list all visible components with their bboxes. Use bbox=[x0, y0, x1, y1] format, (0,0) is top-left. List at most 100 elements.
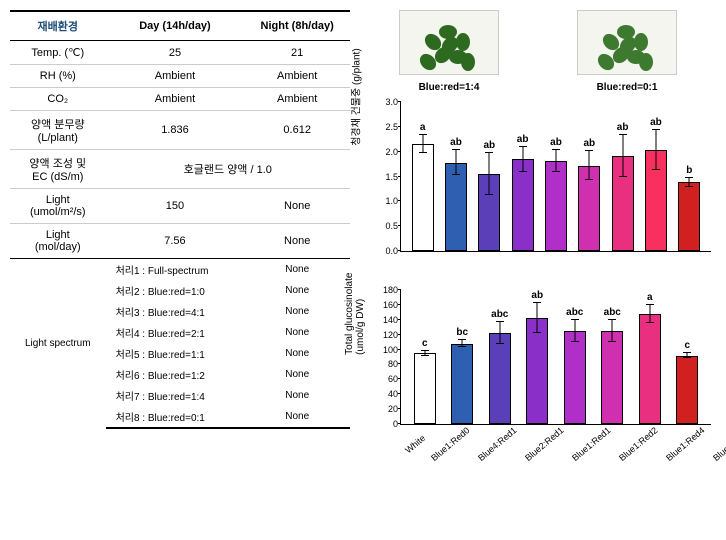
ytick: 160 bbox=[383, 300, 401, 310]
sig-label: ab bbox=[517, 134, 529, 145]
spectrum-treatment: 처리2 : Blue:red=1:0 bbox=[106, 280, 245, 301]
bar bbox=[414, 353, 436, 424]
bar-wrap: ab bbox=[539, 102, 572, 251]
photo-label-1: Blue:red=1:4 bbox=[419, 82, 480, 93]
spectrum-night: None bbox=[244, 343, 350, 364]
table-row: Light (umol/m²/s)150None bbox=[10, 189, 350, 224]
ytick: 120 bbox=[383, 330, 401, 340]
row-day: 7.56 bbox=[106, 224, 245, 259]
spectrum-night: None bbox=[244, 322, 350, 343]
bar-wrap: abc bbox=[481, 290, 519, 424]
th-env: 재배환경 bbox=[10, 11, 106, 41]
bar-wrap: a bbox=[631, 290, 669, 424]
ytick: 1.0 bbox=[385, 196, 401, 206]
charts-panel: Blue:red=1:4 Blue:red=0:1 청경채 건물중 (g/pla… bbox=[360, 10, 716, 530]
bar-wrap: bc bbox=[444, 290, 482, 424]
bar bbox=[526, 318, 548, 424]
bar-wrap: c bbox=[669, 290, 707, 424]
sig-label: ab bbox=[450, 137, 462, 148]
sig-label: ab bbox=[483, 140, 495, 151]
sig-label: c bbox=[422, 338, 428, 349]
row-merged: 호글랜드 양액 / 1.0 bbox=[106, 150, 350, 189]
row-label: RH (%) bbox=[10, 65, 106, 88]
chart-glucosinolate: Total glucosinolate (umol/g DW) cbcabcab… bbox=[360, 285, 716, 485]
sig-label: ab bbox=[617, 122, 629, 133]
spectrum-treatment: 처리1 : Full-spectrum bbox=[106, 259, 245, 281]
sig-label: abc bbox=[566, 307, 583, 318]
bar bbox=[564, 331, 586, 424]
spectrum-treatment: 처리3 : Blue:red=4:1 bbox=[106, 301, 245, 322]
row-night: None bbox=[244, 224, 350, 259]
bar-wrap: ab bbox=[519, 290, 557, 424]
bar-wrap: ab bbox=[606, 102, 639, 251]
ytick: 60 bbox=[388, 374, 401, 384]
bar bbox=[676, 356, 698, 424]
row-label: Light (mol/day) bbox=[10, 224, 106, 259]
bar-wrap: a bbox=[406, 102, 439, 251]
spectrum-row: Light spectrum처리1 : Full-spectrumNone bbox=[10, 259, 350, 281]
ytick: 100 bbox=[383, 345, 401, 355]
th-day: Day (14h/day) bbox=[106, 11, 245, 41]
chart2-ylabel: Total glucosinolate (umol/g DW) bbox=[344, 273, 366, 355]
th-night: Night (8h/day) bbox=[244, 11, 350, 41]
bar-wrap: ab bbox=[573, 102, 606, 251]
chart1-ylabel: 청경채 건물중 (g/plant) bbox=[348, 48, 363, 145]
bar-wrap: abc bbox=[594, 290, 632, 424]
spectrum-night: None bbox=[244, 406, 350, 428]
sig-label: c bbox=[684, 340, 690, 351]
ytick: 140 bbox=[383, 315, 401, 325]
bar bbox=[678, 182, 700, 251]
spectrum-night: None bbox=[244, 385, 350, 406]
sig-label: ab bbox=[531, 290, 543, 301]
table-row: Temp. (℃)2521 bbox=[10, 41, 350, 65]
spectrum-label: Light spectrum bbox=[10, 259, 106, 429]
sig-label: ab bbox=[550, 137, 562, 148]
ytick: 180 bbox=[383, 285, 401, 295]
sig-label: abc bbox=[491, 309, 508, 320]
spectrum-night: None bbox=[244, 280, 350, 301]
bar-wrap: ab bbox=[439, 102, 472, 251]
row-label: 양액 조성 및 EC (dS/m) bbox=[10, 150, 106, 189]
bar-wrap: abc bbox=[556, 290, 594, 424]
ytick: 40 bbox=[388, 389, 401, 399]
sig-label: ab bbox=[583, 138, 595, 149]
spectrum-treatment: 처리6 : Blue:red=1:2 bbox=[106, 364, 245, 385]
ytick: 0.5 bbox=[385, 221, 401, 231]
conditions-table: 재배환경 Day (14h/day) Night (8h/day) Temp. … bbox=[10, 10, 350, 429]
row-day: 150 bbox=[106, 189, 245, 224]
row-night: 0.612 bbox=[244, 111, 350, 150]
bar bbox=[601, 331, 623, 424]
spectrum-night: None bbox=[244, 364, 350, 385]
bar-wrap: c bbox=[406, 290, 444, 424]
table-row: CO₂AmbientAmbient bbox=[10, 88, 350, 111]
bar bbox=[445, 163, 467, 251]
bar bbox=[512, 159, 534, 251]
photo-label-2: Blue:red=0:1 bbox=[597, 82, 658, 93]
row-night: None bbox=[244, 189, 350, 224]
photo-2 bbox=[577, 10, 677, 75]
row-day: Ambient bbox=[106, 65, 245, 88]
row-label: 양액 분무량 (L/plant) bbox=[10, 111, 106, 150]
sig-label: ab bbox=[650, 117, 662, 128]
table-row: RH (%)AmbientAmbient bbox=[10, 65, 350, 88]
spectrum-treatment: 처리5 : Blue:red=1:1 bbox=[106, 343, 245, 364]
photo-labels: Blue:red=1:4 Blue:red=0:1 bbox=[360, 82, 716, 93]
sig-label: b bbox=[686, 165, 692, 176]
bar-wrap: ab bbox=[639, 102, 672, 251]
spectrum-treatment: 처리4 : Blue:red=2:1 bbox=[106, 322, 245, 343]
row-label: Temp. (℃) bbox=[10, 41, 106, 65]
table-row: Light (mol/day)7.56None bbox=[10, 224, 350, 259]
photo-1 bbox=[399, 10, 499, 75]
row-day: Ambient bbox=[106, 88, 245, 111]
row-day: 25 bbox=[106, 41, 245, 65]
row-label: Light (umol/m²/s) bbox=[10, 189, 106, 224]
row-night: 21 bbox=[244, 41, 350, 65]
bar-wrap: b bbox=[673, 102, 706, 251]
row-label: CO₂ bbox=[10, 88, 106, 111]
bar bbox=[489, 333, 511, 424]
bar bbox=[412, 144, 434, 251]
ytick: 2.5 bbox=[385, 122, 401, 132]
table-panel: 재배환경 Day (14h/day) Night (8h/day) Temp. … bbox=[10, 10, 360, 530]
bar-wrap: ab bbox=[506, 102, 539, 251]
ytick: 0.0 bbox=[385, 246, 401, 256]
